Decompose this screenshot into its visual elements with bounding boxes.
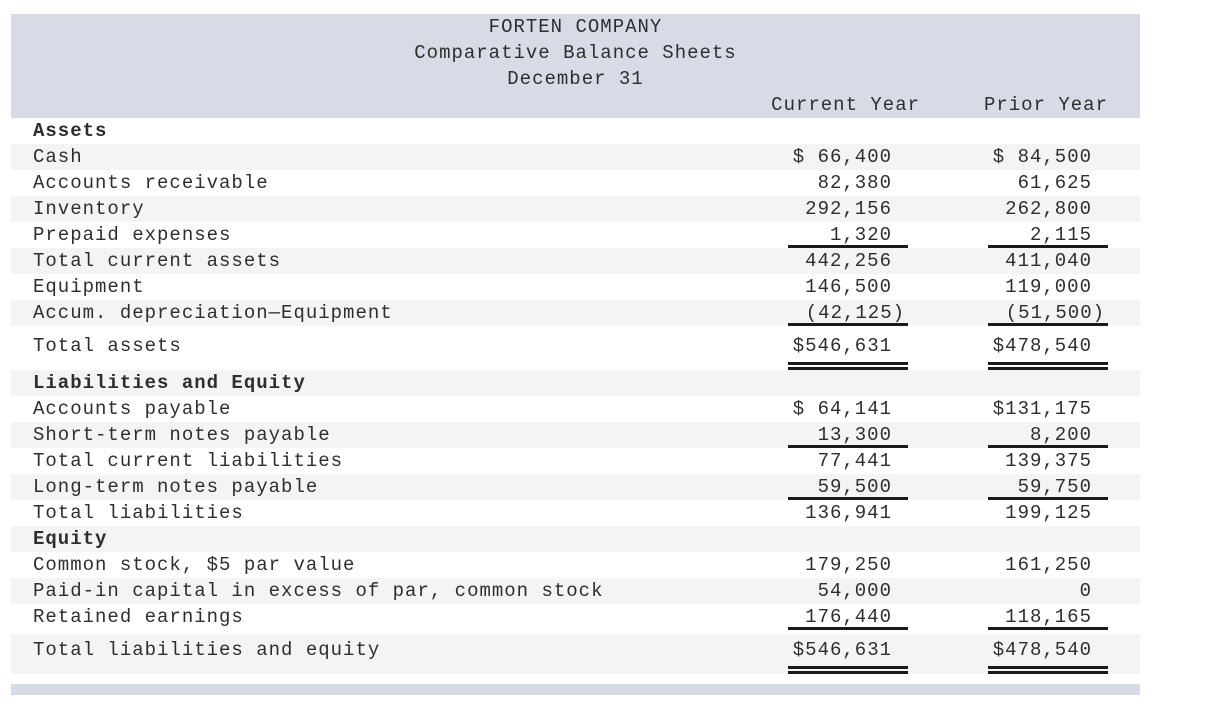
company-name: FORTEN COMPANY <box>488 16 663 38</box>
table-row: Accounts receivable 82,380 61,625 <box>11 170 1140 196</box>
current-year-value: (42,125) <box>788 300 908 326</box>
prior-year-value <box>988 118 1108 144</box>
table-row: Equity <box>11 526 1140 552</box>
row-label: Total liabilities and equity <box>33 639 381 661</box>
row-label: Total liabilities <box>33 502 244 524</box>
prior-year-value: (51,500) <box>988 300 1108 326</box>
row-label: Accounts receivable <box>33 172 269 194</box>
row-label: Total current assets <box>33 250 282 272</box>
prior-year-value: 199,125 <box>1005 502 1092 524</box>
table-row: Common stock, $5 par value 179,250 161,2… <box>11 552 1140 578</box>
current-year-value: 146,500 <box>805 276 892 298</box>
current-year-value: 442,256 <box>805 250 892 272</box>
prior-year-value: $478,540 <box>988 330 1108 370</box>
row-label: Equity <box>33 528 108 550</box>
row-label: Total assets <box>33 335 182 357</box>
prior-year-value <box>988 526 1108 552</box>
prior-year-value: $ 84,500 <box>992 146 1092 168</box>
table-row: Inventory 292,156 262,800 <box>11 196 1140 222</box>
current-year-value: $546,631 <box>788 330 908 370</box>
row-label: Paid-in capital in excess of par, common… <box>33 580 604 602</box>
table-row: Retained earnings 176,440 118,165 <box>11 604 1140 630</box>
row-label: Liabilities and Equity <box>33 372 306 394</box>
current-year-value <box>788 370 908 396</box>
table-row: Total current assets 442,256 411,040 <box>11 248 1140 274</box>
sheet-header: FORTEN COMPANY Comparative Balance Sheet… <box>11 14 1140 118</box>
table-row: Accounts payable $ 64,141 $131,175 <box>11 396 1140 422</box>
table-row: Accum. depreciation—Equipment (42,125) (… <box>11 300 1140 326</box>
prior-year-value <box>988 370 1108 396</box>
current-year-value: 292,156 <box>805 198 892 220</box>
prior-year-value: 161,250 <box>1005 554 1092 576</box>
row-label: Accounts payable <box>33 398 232 420</box>
row-label: Assets <box>33 120 108 142</box>
prior-year-value: 2,115 <box>988 222 1108 248</box>
column-header-prior-year: Prior Year <box>983 94 1108 116</box>
row-label: Common stock, $5 par value <box>33 554 356 576</box>
prior-year-value: 411,040 <box>1005 250 1092 272</box>
table-row: Long-term notes payable 59,500 59,750 <box>11 474 1140 500</box>
current-year-value: 13,300 <box>788 422 908 448</box>
table-row: Equipment 146,500 119,000 <box>11 274 1140 300</box>
prior-year-value: 0 <box>1079 580 1092 602</box>
current-year-value: 82,380 <box>817 172 892 194</box>
current-year-value: $ 64,141 <box>792 398 892 420</box>
table-row: Total assets $546,631 $478,540 <box>11 330 1140 370</box>
table-row: Total current liabilities 77,441 139,375 <box>11 448 1140 474</box>
row-label: Long-term notes payable <box>33 476 319 498</box>
row-label: Cash <box>33 146 83 168</box>
column-header-row: Current Year Prior Year <box>11 92 1140 118</box>
prior-year-value: 59,750 <box>988 474 1108 500</box>
row-label: Short-term notes payable <box>33 424 331 446</box>
row-label: Prepaid expenses <box>33 224 232 246</box>
rows-container: Assets Cash $ 66,400 $ 84,500 Accounts r… <box>11 118 1140 674</box>
current-year-value: 59,500 <box>788 474 908 500</box>
statement-date: December 31 <box>507 68 644 90</box>
table-row: Short-term notes payable 13,300 8,200 <box>11 422 1140 448</box>
row-label: Inventory <box>33 198 145 220</box>
current-year-value <box>788 526 908 552</box>
row-label: Total current liabilities <box>33 450 344 472</box>
prior-year-value: $131,175 <box>992 398 1092 420</box>
row-label: Retained earnings <box>33 606 244 628</box>
table-row: Cash $ 66,400 $ 84,500 <box>11 144 1140 170</box>
table-row: Assets <box>11 118 1140 144</box>
prior-year-value: 118,165 <box>988 604 1108 630</box>
prior-year-value: 61,625 <box>1017 172 1092 194</box>
column-header-spacer <box>11 92 760 118</box>
current-year-value: 136,941 <box>805 502 892 524</box>
table-row: Liabilities and Equity <box>11 370 1140 396</box>
row-label: Accum. depreciation—Equipment <box>33 302 393 324</box>
table-row: Paid-in capital in excess of par, common… <box>11 578 1140 604</box>
row-label: Equipment <box>33 276 145 298</box>
prior-year-value: 8,200 <box>988 422 1108 448</box>
current-year-value <box>788 118 908 144</box>
current-year-value: $ 66,400 <box>792 146 892 168</box>
prior-year-value: 119,000 <box>1005 276 1092 298</box>
table-row: Total liabilities and equity $546,631 $4… <box>11 634 1140 674</box>
current-year-value: 54,000 <box>817 580 892 602</box>
prior-year-value: 139,375 <box>1005 450 1092 472</box>
prior-year-value: $478,540 <box>988 634 1108 674</box>
current-year-value: 176,440 <box>788 604 908 630</box>
current-year-value: $546,631 <box>788 634 908 674</box>
comparative-balance-sheet: FORTEN COMPANY Comparative Balance Sheet… <box>11 14 1140 695</box>
current-year-value: 77,441 <box>817 450 892 472</box>
current-year-value: 1,320 <box>788 222 908 248</box>
current-year-value: 179,250 <box>805 554 892 576</box>
statement-title: Comparative Balance Sheets <box>414 42 737 64</box>
table-row: Total liabilities 136,941 199,125 <box>11 500 1140 526</box>
prior-year-value: 262,800 <box>1005 198 1092 220</box>
table-row: Prepaid expenses 1,320 2,115 <box>11 222 1140 248</box>
footer-bar <box>11 684 1140 695</box>
column-header-current-year: Current Year <box>771 94 920 116</box>
